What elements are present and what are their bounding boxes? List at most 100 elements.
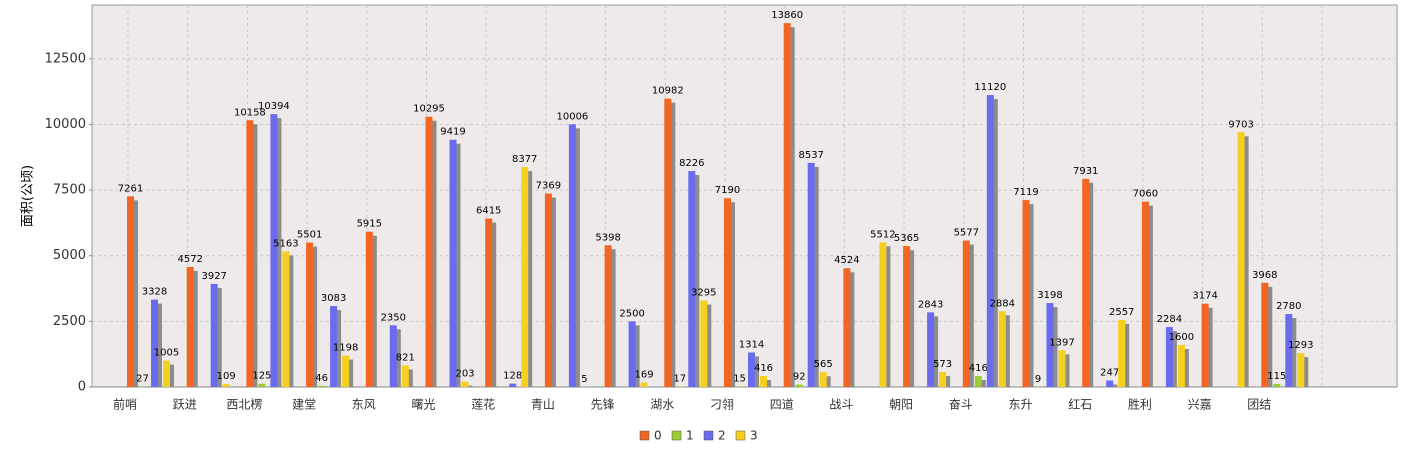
bar bbox=[246, 120, 254, 387]
value-label: 7261 bbox=[118, 183, 143, 194]
value-label: 1314 bbox=[739, 340, 764, 351]
bar-shadow bbox=[131, 200, 138, 387]
bar-shadow bbox=[907, 250, 915, 387]
value-label: 17 bbox=[673, 374, 686, 385]
x-tick-label: 奋斗 bbox=[949, 398, 973, 412]
bar-shadow bbox=[525, 171, 533, 387]
bar bbox=[724, 198, 731, 387]
bar-shadow bbox=[214, 287, 222, 387]
value-label: 128 bbox=[503, 371, 522, 382]
value-label: 6415 bbox=[476, 206, 501, 217]
bar bbox=[664, 98, 672, 387]
y-tick-label: 7500 bbox=[53, 183, 86, 198]
bar bbox=[210, 283, 218, 387]
bar-shadow bbox=[847, 272, 855, 387]
bar-shadow bbox=[1145, 205, 1153, 387]
bar bbox=[807, 162, 815, 387]
value-label: 2557 bbox=[1109, 307, 1134, 318]
value-label: 3083 bbox=[321, 293, 346, 304]
bar bbox=[1022, 200, 1030, 387]
value-label: 3295 bbox=[691, 287, 716, 298]
bar-shadow bbox=[1026, 204, 1034, 387]
bar bbox=[879, 242, 887, 387]
x-tick-label: 四道 bbox=[770, 398, 794, 412]
bar-shadow bbox=[155, 303, 162, 387]
value-label: 7119 bbox=[1013, 187, 1038, 198]
bar bbox=[819, 372, 827, 387]
bar-shadow bbox=[728, 202, 735, 387]
bar bbox=[1058, 350, 1066, 387]
bar-shadow bbox=[453, 143, 461, 387]
x-tick-label: 东升 bbox=[1008, 398, 1032, 412]
legend-swatch bbox=[735, 430, 746, 441]
value-label: 9703 bbox=[1228, 119, 1253, 130]
value-label: 1293 bbox=[1288, 340, 1313, 351]
bar-shadow bbox=[310, 246, 318, 387]
value-label: 8537 bbox=[798, 150, 823, 161]
bar bbox=[127, 196, 134, 387]
value-label: 8377 bbox=[512, 154, 537, 165]
x-tick-label: 西北楞 bbox=[226, 397, 262, 412]
bar-shadow bbox=[883, 246, 891, 387]
bar-shadow bbox=[1181, 348, 1189, 387]
bar-shadow bbox=[1265, 286, 1273, 387]
value-label: 5501 bbox=[297, 230, 322, 241]
value-label: 1198 bbox=[333, 343, 358, 354]
bar bbox=[1201, 303, 1209, 387]
bar-shadow bbox=[1241, 136, 1249, 387]
bar-shadow bbox=[572, 128, 580, 388]
value-label: 3198 bbox=[1037, 290, 1062, 301]
legend-label: 1 bbox=[686, 429, 694, 443]
value-label: 15 bbox=[733, 374, 746, 385]
bar bbox=[425, 116, 433, 387]
value-label: 9 bbox=[1035, 374, 1041, 385]
y-tick-label: 0 bbox=[78, 380, 86, 395]
value-label: 10295 bbox=[413, 104, 445, 115]
y-axis-label: 面积(公顷) bbox=[21, 165, 36, 227]
y-tick-label: 10000 bbox=[45, 117, 86, 132]
bar-shadow bbox=[823, 376, 831, 387]
bar-shadow bbox=[608, 249, 616, 387]
x-tick-label: 湖水 bbox=[650, 397, 674, 412]
bar-shadow bbox=[1062, 354, 1070, 387]
bar bbox=[401, 365, 409, 387]
x-tick-label: 前哨 bbox=[113, 397, 137, 412]
bar bbox=[604, 245, 612, 387]
bar bbox=[186, 266, 194, 387]
value-label: 7060 bbox=[1133, 189, 1158, 200]
bar bbox=[1261, 282, 1269, 387]
bar bbox=[1106, 380, 1114, 387]
value-label: 1600 bbox=[1169, 332, 1194, 343]
bar-shadow bbox=[1110, 384, 1118, 387]
value-label: 5 bbox=[581, 374, 587, 385]
value-label: 2884 bbox=[990, 298, 1015, 309]
bar-shadow bbox=[167, 364, 174, 387]
value-label: 8226 bbox=[679, 158, 704, 169]
value-label: 3968 bbox=[1252, 270, 1277, 281]
bar bbox=[282, 251, 290, 387]
bar bbox=[306, 242, 314, 387]
bar-shadow bbox=[764, 380, 771, 387]
bar bbox=[365, 231, 373, 387]
x-tick-label: 胜利 bbox=[1128, 397, 1152, 412]
bar bbox=[795, 384, 803, 387]
bar-shadow bbox=[334, 310, 342, 387]
value-label: 9419 bbox=[440, 127, 465, 138]
bar-shadow bbox=[548, 197, 556, 387]
bar bbox=[688, 171, 696, 387]
bar bbox=[962, 240, 970, 387]
bar bbox=[1118, 319, 1126, 387]
x-tick-label: 刁翎 bbox=[710, 398, 734, 412]
value-label: 5365 bbox=[894, 233, 919, 244]
bar-shadow bbox=[752, 356, 759, 387]
bar bbox=[485, 218, 493, 387]
legend-swatch bbox=[671, 430, 682, 441]
legend-label: 3 bbox=[750, 429, 758, 443]
bar-shadow bbox=[369, 235, 377, 387]
bar-shadow bbox=[978, 380, 986, 387]
value-label: 10982 bbox=[652, 86, 684, 97]
x-tick-label: 曙光 bbox=[411, 398, 435, 412]
bar bbox=[1297, 353, 1305, 387]
bar bbox=[760, 376, 767, 387]
value-label: 5398 bbox=[595, 232, 620, 243]
